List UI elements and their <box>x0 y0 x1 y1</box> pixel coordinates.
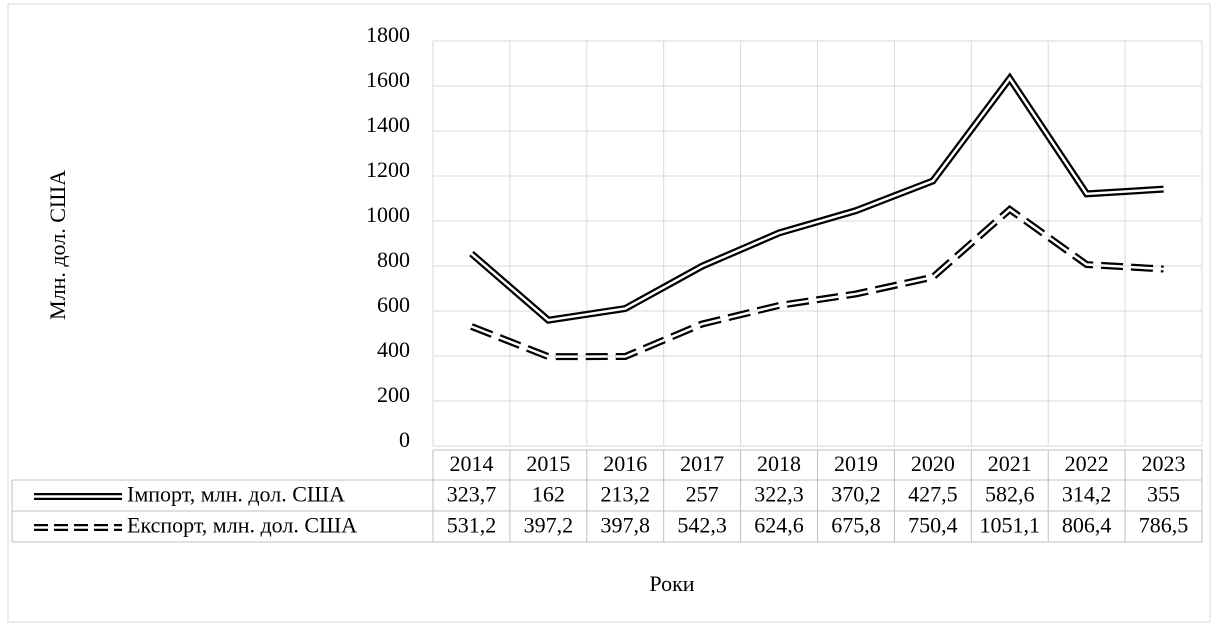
x-tick-label: 2017 <box>680 451 724 476</box>
x-tick-label: 2018 <box>757 451 801 476</box>
y-tick-label: 400 <box>377 337 410 362</box>
data-label: 624,6 <box>754 513 804 538</box>
data-label: 397,8 <box>601 513 651 538</box>
x-tick-label: 2022 <box>1065 451 1109 476</box>
x-tick-label: 2015 <box>526 451 570 476</box>
x-tick-label: 2023 <box>1142 451 1186 476</box>
data-label: 355 <box>1147 482 1180 507</box>
y-tick-label: 1600 <box>366 67 410 92</box>
y-axis-label: Млн. дол. США <box>45 170 70 320</box>
x-tick-label: 2020 <box>911 451 955 476</box>
y-tick-label: 1200 <box>366 157 410 182</box>
y-tick-label: 0 <box>399 427 410 452</box>
data-label: 786,5 <box>1139 513 1189 538</box>
y-tick-label: 1800 <box>366 22 410 47</box>
x-tick-label: 2021 <box>988 451 1032 476</box>
data-label: 531,2 <box>447 513 497 538</box>
data-label: 370,2 <box>831 482 881 507</box>
y-tick-label: 1000 <box>366 202 410 227</box>
y-tick-label: 1400 <box>366 112 410 137</box>
data-label: 750,4 <box>908 513 958 538</box>
data-label: 322,3 <box>754 482 804 507</box>
data-label: 582,6 <box>985 482 1035 507</box>
y-tick-label: 800 <box>377 247 410 272</box>
data-label: 257 <box>686 482 719 507</box>
data-label: 427,5 <box>908 482 958 507</box>
data-label: 542,3 <box>677 513 727 538</box>
data-label: 314,2 <box>1062 482 1112 507</box>
x-tick-label: 2019 <box>834 451 878 476</box>
data-label: 323,7 <box>447 482 497 507</box>
series-line-inner <box>470 76 1164 322</box>
legend-label: Імпорт, млн. дол. США <box>127 482 345 507</box>
data-label: 397,2 <box>524 513 574 538</box>
y-tick-label: 600 <box>377 292 410 317</box>
data-label: 675,8 <box>831 513 881 538</box>
series-line-inner <box>470 207 1164 358</box>
data-label: 1051,1 <box>980 513 1041 538</box>
x-tick-label: 2016 <box>603 451 647 476</box>
data-label: 213,2 <box>601 482 651 507</box>
data-label: 806,4 <box>1062 513 1112 538</box>
y-tick-label: 200 <box>377 382 410 407</box>
legend-label: Експорт, млн. дол. США <box>127 513 357 538</box>
x-axis-label: Роки <box>649 571 694 596</box>
x-tick-label: 2014 <box>449 451 493 476</box>
data-label: 162 <box>532 482 565 507</box>
